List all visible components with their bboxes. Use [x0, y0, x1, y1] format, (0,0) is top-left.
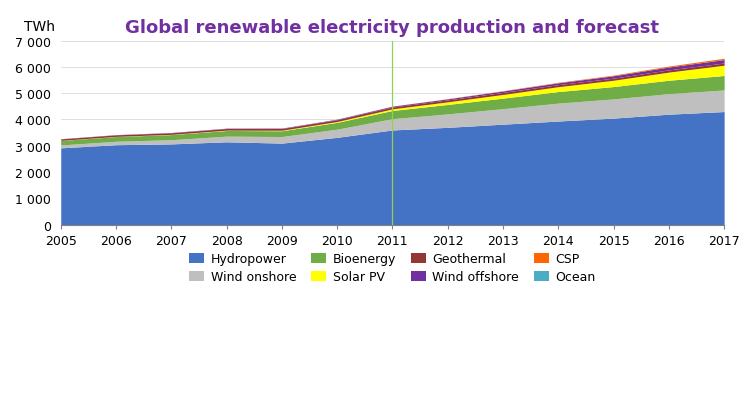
Title: Global renewable electricity production and forecast: Global renewable electricity production …: [125, 19, 659, 37]
Text: TWh: TWh: [24, 20, 55, 34]
Legend: Hydropower, Wind onshore, Bioenergy, Solar PV, Geothermal, Wind offshore, CSP, O: Hydropower, Wind onshore, Bioenergy, Sol…: [184, 248, 600, 289]
